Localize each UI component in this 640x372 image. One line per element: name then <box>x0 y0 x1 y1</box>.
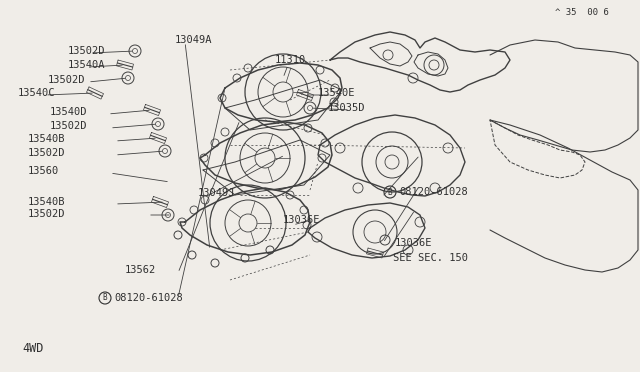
Text: 13036E: 13036E <box>283 215 321 225</box>
Text: 13502D: 13502D <box>48 75 86 85</box>
Text: 13502D: 13502D <box>50 121 88 131</box>
Text: 13540C: 13540C <box>18 88 56 98</box>
Text: 13560: 13560 <box>28 166 60 176</box>
Text: 13502D: 13502D <box>28 148 65 158</box>
Text: 13562: 13562 <box>125 265 156 275</box>
Text: 11310: 11310 <box>275 55 307 65</box>
Text: 13540E: 13540E <box>318 88 355 98</box>
Text: B: B <box>388 187 392 196</box>
Text: 13540B: 13540B <box>28 134 65 144</box>
Text: 08120-61028: 08120-61028 <box>114 293 183 303</box>
Text: 13540A: 13540A <box>68 60 106 70</box>
Text: SEE SEC. 150: SEE SEC. 150 <box>393 253 468 263</box>
Text: 13540D: 13540D <box>50 107 88 117</box>
Text: 4WD: 4WD <box>22 341 44 355</box>
Text: 13049J: 13049J <box>198 188 236 198</box>
Text: 08120-61028: 08120-61028 <box>399 187 468 197</box>
Text: 13502D: 13502D <box>68 46 106 56</box>
Text: 13540B: 13540B <box>28 197 65 207</box>
Text: 13049A: 13049A <box>175 35 212 45</box>
Text: 13502D: 13502D <box>28 209 65 219</box>
Text: B: B <box>102 294 108 302</box>
Text: ^ 35  00 6: ^ 35 00 6 <box>555 7 609 16</box>
Text: 13035D: 13035D <box>328 103 365 113</box>
Text: 13036E: 13036E <box>395 238 433 248</box>
